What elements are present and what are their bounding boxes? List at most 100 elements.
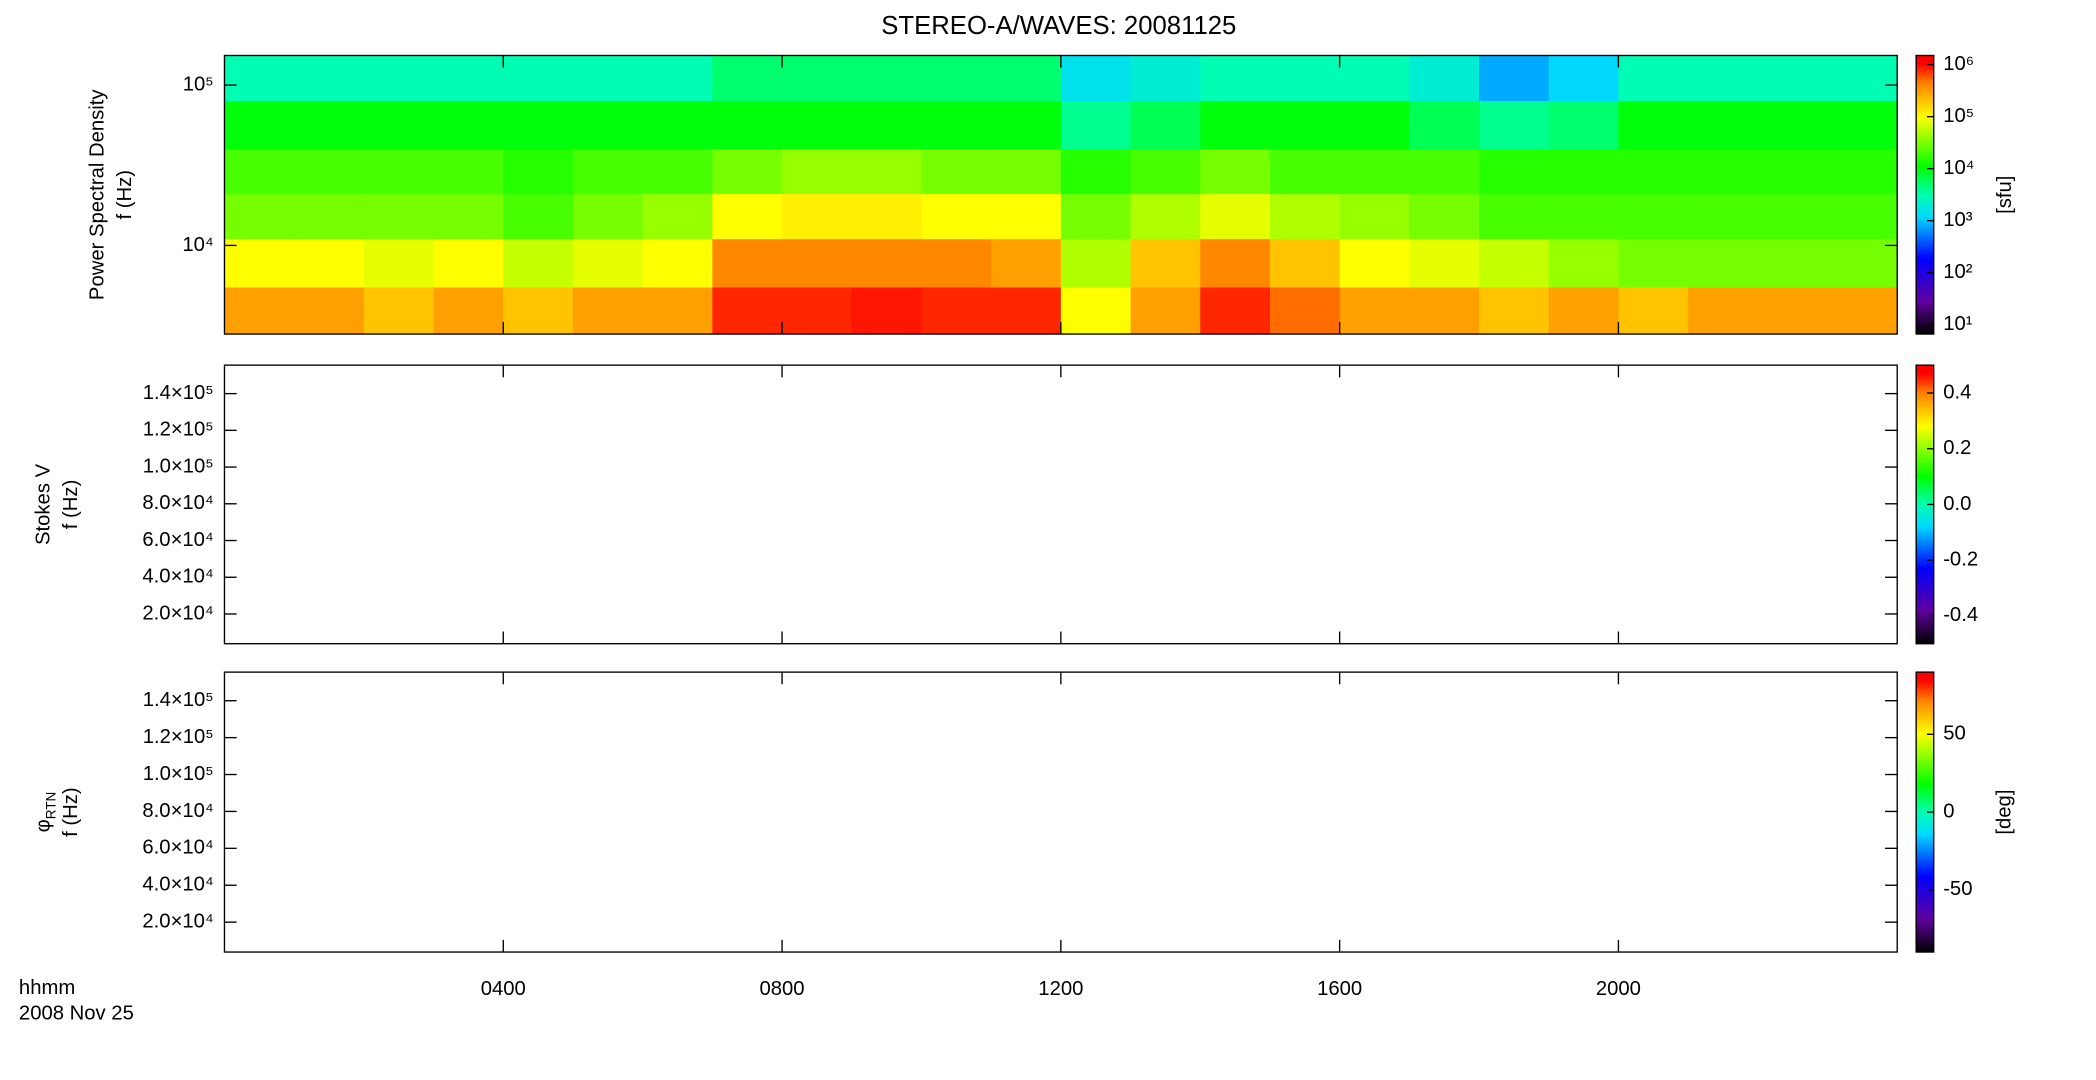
heatmap-cell (782, 287, 853, 335)
heatmap-cell (1827, 55, 1898, 102)
x-tick-label: 0400 (481, 978, 526, 1000)
heatmap-cell (712, 193, 783, 240)
heatmap-cell (1618, 287, 1689, 335)
chart-title: STEREO-A/WAVES: 20081125 (881, 12, 1236, 40)
heatmap-cell (1060, 55, 1131, 102)
heatmap-cell (572, 55, 644, 102)
heatmap-cell (433, 193, 504, 240)
heatmap-cell (1757, 55, 1828, 102)
y-axis-label: Power Spectral Density (87, 89, 109, 300)
heatmap-cell (1479, 238, 1550, 288)
heatmap-cell (363, 100, 434, 150)
heatmap-cell (224, 238, 295, 288)
heatmap-cell (991, 238, 1062, 288)
y-tick-label: 4.0×10⁴ (142, 566, 213, 588)
heatmap-cell (1479, 55, 1550, 102)
heatmap-cell (921, 193, 992, 240)
heatmap-cell (851, 148, 922, 195)
heatmap-cell (433, 100, 504, 150)
colorbar-tick-label: -0.4 (1943, 604, 1978, 626)
heatmap-cell (1479, 148, 1550, 195)
heatmap-cell (1548, 55, 1619, 102)
heatmap-cell (1269, 55, 1341, 102)
heatmap-cell (1409, 287, 1480, 335)
heatmap-cell (991, 100, 1062, 150)
heatmap-cell (1060, 100, 1131, 150)
heatmap-cell (1618, 193, 1689, 240)
heatmap-cell (294, 193, 365, 240)
y-tick-label: 4.0×10⁴ (142, 874, 213, 896)
heatmap-cell (1479, 100, 1550, 150)
heatmap-cell (782, 238, 853, 288)
heatmap-cell (1409, 148, 1480, 195)
heatmap-cell (1688, 193, 1759, 240)
heatmap-cell (1409, 238, 1480, 288)
heatmap-cell (363, 238, 434, 288)
colorbar-tick-label: 10⁴ (1943, 157, 1974, 179)
y-tick-label: 10⁵ (183, 73, 214, 95)
colorbar-tick-label: 10¹ (1943, 313, 1973, 335)
heatmap-cell (1618, 100, 1689, 150)
heatmap-cell (503, 55, 574, 102)
heatmap-cell (921, 55, 992, 102)
heatmap-cell (503, 287, 574, 335)
heatmap-cell (433, 287, 504, 335)
heatmap-cell (1200, 55, 1271, 102)
heatmap-cell (1130, 287, 1201, 335)
heatmap-cell (1548, 287, 1619, 335)
heatmap-cell (1827, 193, 1898, 240)
y-axis-label-text: φ (33, 819, 55, 832)
heatmap-cell (1757, 100, 1828, 150)
heatmap-cell (1339, 55, 1410, 102)
y-tick-label: 1.2×10⁵ (143, 726, 214, 748)
y-tick-label: 10⁴ (182, 234, 213, 256)
heatmap-cell (363, 193, 434, 240)
y-tick-label: 1.4×10⁵ (143, 689, 214, 711)
heatmap-cell (921, 238, 992, 288)
colorbar-tick-label: 10³ (1943, 209, 1973, 231)
heatmap-cell (1339, 193, 1410, 240)
y-axis-label: Stokes V (33, 463, 55, 545)
heatmap-cell (1339, 238, 1410, 288)
heatmap-cell (712, 55, 783, 102)
heatmap-cell (1269, 148, 1341, 195)
y-tick-label: 8.0×10⁴ (142, 800, 213, 822)
heatmap-cell (1409, 55, 1480, 102)
y-tick-label: 1.2×10⁵ (143, 419, 214, 441)
heatmap-cell (921, 287, 992, 335)
heatmap-cell (1688, 100, 1759, 150)
heatmap-cell (1688, 238, 1759, 288)
heatmap-cell (1827, 287, 1898, 335)
heatmap-cell (782, 193, 853, 240)
heatmap-cell (921, 100, 992, 150)
heatmap-cell (433, 148, 504, 195)
heatmap-cell (1548, 193, 1619, 240)
heatmap-cell (851, 193, 922, 240)
heatmap-cell (1269, 193, 1341, 240)
heatmap-cell (224, 287, 295, 335)
heatmap-cell (1200, 287, 1271, 335)
heatmap-cell (1688, 287, 1759, 335)
heatmap-cell (224, 100, 295, 150)
colorbar (1915, 54, 1935, 335)
y-tick-label: 1.4×10⁵ (143, 382, 214, 404)
heatmap-cell (224, 193, 295, 240)
heatmap-cell (1060, 287, 1131, 335)
heatmap-cell (1130, 148, 1201, 195)
heatmap-cell (1130, 193, 1201, 240)
y-tick-label: 2.0×10⁴ (142, 602, 213, 624)
y-axis-label-2: f (Hz) (114, 170, 136, 220)
heatmap-cell (1757, 238, 1828, 288)
heatmap-cell (503, 100, 574, 150)
heatmap-cell (1409, 100, 1480, 150)
heatmap-cell (1200, 238, 1271, 288)
x-tick-label: 0800 (760, 978, 805, 1000)
heatmap-cell (851, 287, 922, 335)
heatmap-cell (1479, 287, 1550, 335)
heatmap-cell (1548, 100, 1619, 150)
heatmap-cell (433, 55, 504, 102)
heatmap-cell (1339, 100, 1410, 150)
heatmap-cell (1200, 148, 1271, 195)
heatmap-cell (1757, 148, 1828, 195)
heatmap-cell (1618, 238, 1689, 288)
